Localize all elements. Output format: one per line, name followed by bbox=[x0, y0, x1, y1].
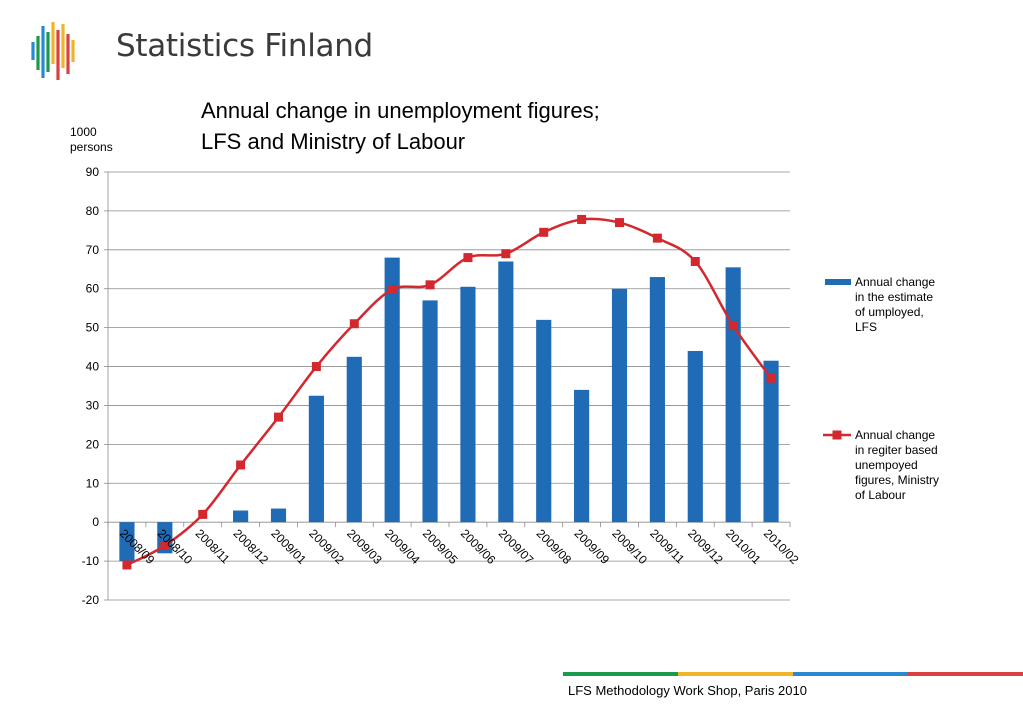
y-tick-label: 50 bbox=[86, 321, 100, 335]
footer-bar-yellow bbox=[678, 672, 793, 676]
x-tick-label: 2009/11 bbox=[647, 526, 687, 566]
bar-lfs bbox=[270, 508, 287, 523]
chart-title-line-1: Annual change in unemployment figures; bbox=[201, 98, 600, 123]
y-tick-label: 60 bbox=[86, 282, 100, 296]
y-tick-label: 40 bbox=[86, 360, 100, 374]
y-tick-label: 20 bbox=[86, 437, 100, 451]
bar-lfs bbox=[384, 257, 400, 523]
line-ministry-of-labour bbox=[126, 217, 773, 567]
line-marker bbox=[539, 227, 549, 237]
footer-bar-red bbox=[908, 672, 1023, 676]
line-marker bbox=[122, 560, 132, 570]
bar-lfs bbox=[536, 319, 552, 523]
line-marker bbox=[577, 214, 587, 224]
y-tick-label: 80 bbox=[86, 204, 100, 218]
bar-lfs bbox=[498, 261, 514, 523]
line-marker bbox=[311, 362, 321, 372]
bar-lfs bbox=[611, 288, 628, 523]
footer-bar-blue bbox=[793, 672, 908, 676]
bar-lfs bbox=[649, 277, 665, 523]
chart-title: Annual change in unemployment figures; L… bbox=[201, 95, 600, 157]
y-tick-label: 90 bbox=[86, 165, 100, 179]
unit-line-2: persons bbox=[70, 140, 113, 154]
unit-line-1: 1000 bbox=[70, 125, 97, 139]
bar-lfs bbox=[422, 300, 438, 523]
bar-lfs bbox=[763, 360, 779, 523]
x-tick-label: 2008/11 bbox=[193, 526, 233, 566]
line-marker bbox=[387, 285, 397, 295]
line-marker bbox=[274, 412, 283, 422]
line-marker bbox=[160, 541, 170, 551]
y-tick-label: 30 bbox=[86, 398, 100, 412]
bar-lfs bbox=[460, 286, 476, 523]
legend-label-ministry: Annual change in regiter based unempoyed fi… bbox=[855, 428, 939, 502]
line-marker bbox=[236, 460, 246, 470]
logo-mark-icon bbox=[31, 22, 75, 80]
chart-title-line-2: LFS and Ministry of Labour bbox=[201, 129, 466, 154]
y-axis-unit-label: 1000 persons bbox=[70, 125, 113, 155]
y-tick-label: 0 bbox=[92, 515, 99, 529]
line-marker bbox=[501, 249, 511, 259]
y-tick-label: 70 bbox=[86, 243, 100, 257]
y-tick-label: -10 bbox=[82, 554, 100, 568]
line-marker bbox=[766, 373, 776, 383]
line-marker bbox=[652, 233, 662, 243]
line-marker bbox=[728, 321, 738, 331]
brand-name: Statistics Finland bbox=[116, 28, 373, 64]
line-marker bbox=[463, 253, 473, 263]
bar-lfs bbox=[119, 522, 135, 562]
line-marker bbox=[349, 319, 359, 329]
y-tick-label: -20 bbox=[82, 593, 100, 607]
bar-lfs bbox=[308, 395, 324, 523]
line-marker bbox=[690, 256, 700, 266]
line-marker bbox=[425, 280, 435, 290]
legend-swatch-marker bbox=[832, 430, 842, 440]
line-marker bbox=[198, 509, 208, 519]
statistics-finland-logo: Statistics Finland bbox=[30, 20, 373, 82]
legend-swatch-lfs bbox=[825, 279, 851, 285]
bar-lfs bbox=[725, 267, 741, 523]
footer-text: LFS Methodology Work Shop, Paris 2010 bbox=[568, 683, 807, 698]
bar-lfs bbox=[346, 356, 362, 523]
bar-lfs bbox=[574, 389, 590, 523]
footer-bar-green bbox=[563, 672, 678, 676]
legend-label-lfs: Annual change in the estimate of umployed,… bbox=[855, 275, 935, 334]
y-tick-label: 10 bbox=[86, 476, 100, 490]
bar-lfs bbox=[687, 350, 703, 523]
bar-lfs bbox=[233, 510, 249, 523]
line-marker bbox=[615, 218, 624, 228]
